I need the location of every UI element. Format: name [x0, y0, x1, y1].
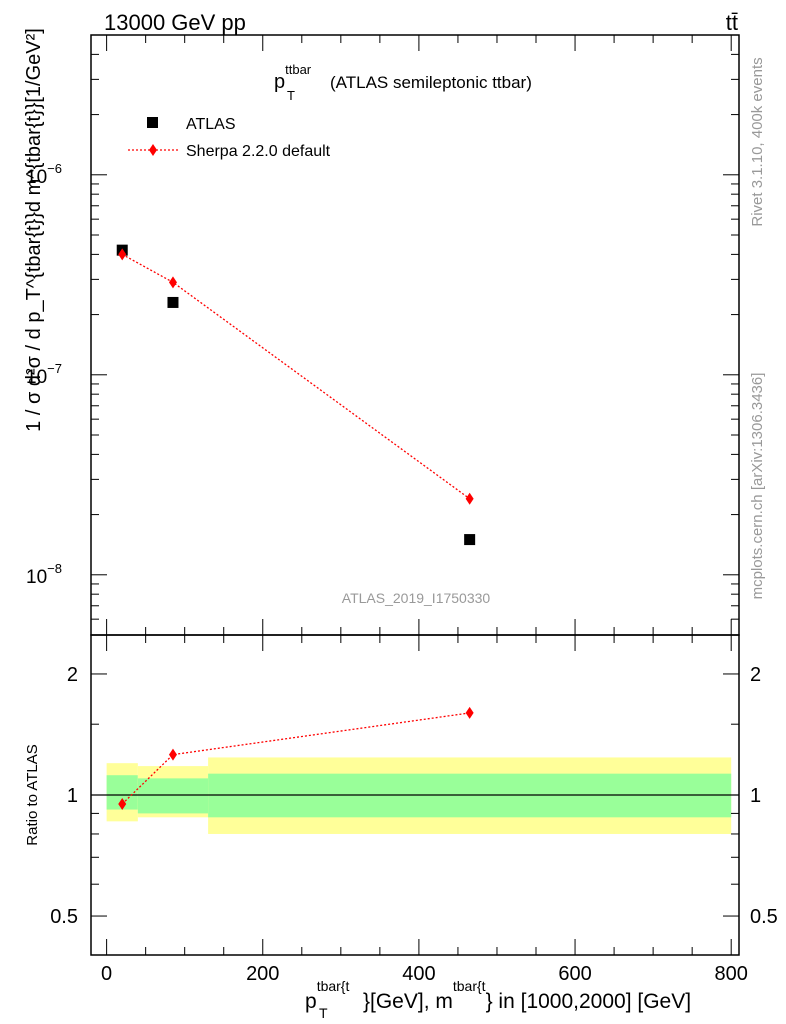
x-tick-label: 400 [402, 963, 435, 985]
ratio-y-tick-label-right: 0.5 [750, 906, 778, 928]
main-plot-panel: 10−610−710−8 [26, 34, 740, 636]
title-var-sup: ttbar [285, 62, 312, 77]
ratio-y-tick-label-right: 1 [750, 785, 761, 807]
legend: ATLAS Sherpa 2.2.0 default [128, 116, 331, 160]
ratio-y-axis-label: Ratio to ATLAS [24, 744, 41, 845]
atlas-point [464, 534, 476, 546]
rivet-label: Rivet 3.1.10, 400k events [749, 57, 766, 226]
plot-title: pttbar T (ATLAS semileptonic ttbar) [274, 62, 532, 103]
y-tick-exponent: −8 [47, 561, 62, 576]
y-tick-label: 10−6 [26, 161, 62, 188]
ratio-sherpa-point [465, 706, 474, 719]
x-tick-label: 200 [246, 963, 279, 985]
title-var-sub: T [287, 88, 295, 103]
analysis-watermark: ATLAS_2019_I1750330 [342, 590, 491, 606]
ratio-plot-frame [90, 634, 740, 956]
y-tick-label: 10−7 [26, 361, 62, 388]
ratio-plot-panel: 2 2 1 1 0.5 0.5 0 200 400 600 800 [50, 634, 778, 985]
x-axis-label: ptbar{t T}[GeV], mtbar{t} in [1000,2000] … [305, 978, 691, 1021]
sherpa-point [168, 276, 177, 289]
main-plot-ticks: 10−610−710−8 [26, 34, 739, 636]
x-tick-label: 0 [101, 963, 112, 985]
y-tick-label: 10−8 [26, 561, 62, 588]
xlabel-p: p [305, 990, 317, 1013]
ratio-y-tick-label-right: 2 [750, 664, 761, 686]
y-tick-exponent: −7 [47, 361, 62, 376]
xlabel-mid: }[GeV], m [363, 990, 453, 1013]
stat-uncertainty-band [137, 778, 209, 814]
energy-label: 13000 GeV pp [104, 10, 246, 35]
ratio-y-tick-label-left: 1 [67, 785, 78, 807]
xlabel-p-sub: T [319, 1005, 328, 1021]
sherpa-point [465, 492, 474, 505]
y-tick-mantissa: 10 [26, 367, 47, 388]
xlabel-p-sup: tbar{t [317, 978, 350, 994]
atlas-point [167, 296, 179, 308]
main-y-axis-label: 1 / σ d²σ / d p_T^{tbar{t}}d m^{tbar{t}}… [23, 28, 45, 432]
ratio-sherpa-point [168, 748, 177, 761]
xlabel-m-sup: tbar{t [453, 978, 486, 994]
legend-label-sherpa: Sherpa 2.2.0 default [186, 143, 331, 160]
sherpa-line [121, 253, 471, 500]
ratio-plot-ticks: 2 2 1 1 0.5 0.5 0 200 400 600 800 [50, 635, 778, 985]
x-tick-label: 800 [715, 963, 748, 985]
title-var: p [274, 71, 285, 93]
ratio-y-tick-label-left: 2 [67, 664, 78, 686]
legend-marker-sherpa [149, 144, 157, 156]
title-rest: (ATLAS semileptonic ttbar) [330, 73, 532, 92]
sherpa-point [118, 248, 127, 261]
y-tick-exponent: −6 [47, 161, 62, 176]
legend-marker-atlas [147, 117, 158, 128]
xlabel-tail: } in [1000,2000] [GeV] [486, 990, 692, 1013]
process-label: tt̄ [726, 10, 738, 35]
site-label: mcplots.cern.ch [arXiv:1306.3436] [749, 373, 766, 600]
y-tick-mantissa: 10 [26, 167, 47, 188]
legend-label-atlas: ATLAS [186, 116, 236, 133]
ratio-y-tick-label-left: 0.5 [50, 906, 78, 928]
ratio-sherpa-point [118, 797, 127, 810]
y-tick-mantissa: 10 [26, 567, 47, 588]
x-tick-label: 600 [558, 963, 591, 985]
